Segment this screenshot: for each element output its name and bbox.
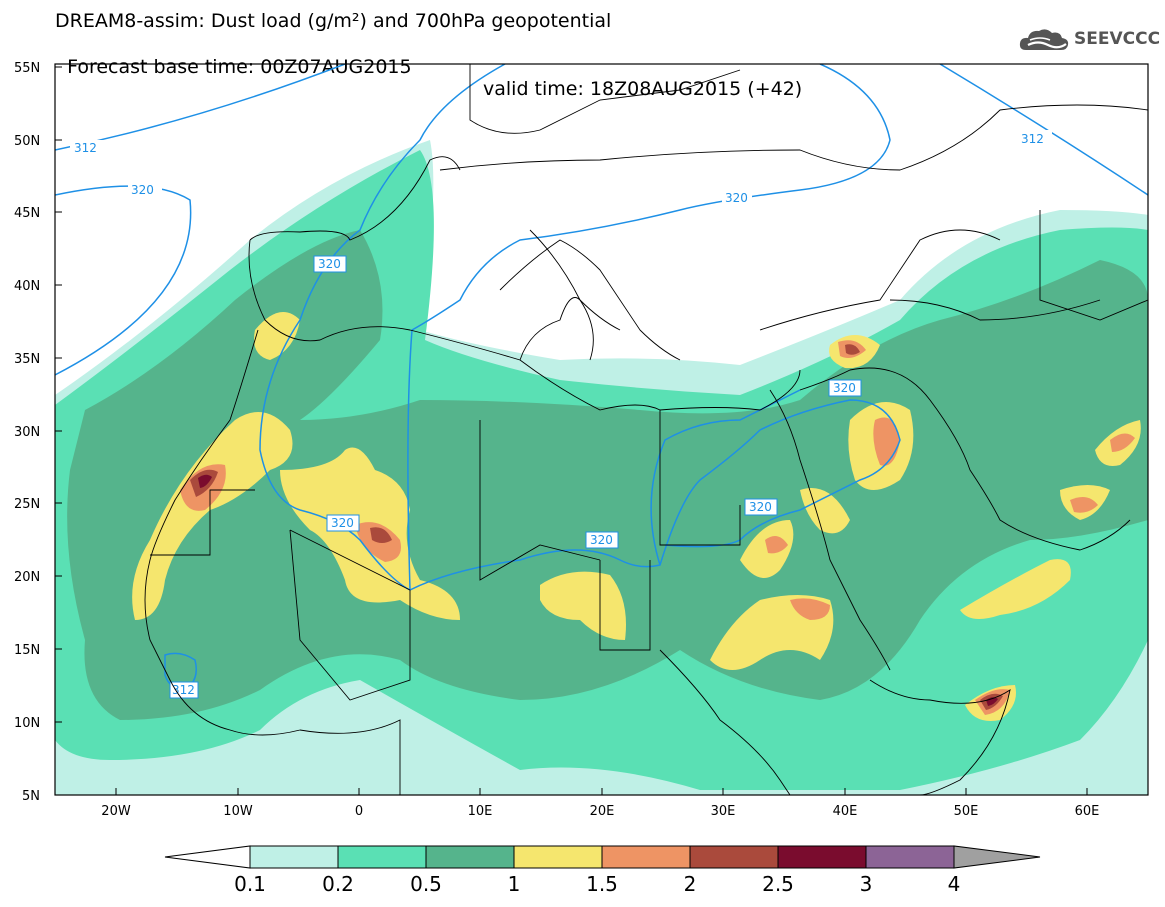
colorbar-label: 3 bbox=[859, 872, 873, 896]
colorbar-label: 0.5 bbox=[410, 872, 442, 896]
colorbar-swatch bbox=[249, 845, 339, 869]
seevccc-logo: SEEVCCC bbox=[1018, 26, 1160, 52]
lat-label: 50N bbox=[14, 134, 40, 149]
lat-label: 10N bbox=[14, 716, 40, 731]
valid-time: valid time: 18Z08AUG2015 (+42) bbox=[483, 78, 803, 100]
colorbar bbox=[164, 845, 1041, 869]
colorbar-label: 1 bbox=[507, 872, 521, 896]
lon-label: 10E bbox=[468, 804, 493, 819]
colorbar-label: 0.1 bbox=[234, 872, 266, 896]
longitude-labels: 20W 10W 0 10E 20E 30E 40E 50E 60E bbox=[101, 804, 1099, 819]
map-subtitle: Forecast base time: 00Z07AUG2015 valid t… bbox=[55, 34, 802, 100]
lat-label: 15N bbox=[14, 643, 40, 658]
lon-label: 0 bbox=[355, 804, 363, 819]
logo-text: SEEVCCC bbox=[1074, 29, 1161, 49]
contour-label: 320 bbox=[590, 533, 613, 547]
colorbar-arrow-right bbox=[953, 845, 1041, 869]
colorbar-arrow-left bbox=[164, 845, 251, 869]
contour-label: 320 bbox=[749, 500, 772, 514]
cloud-icon bbox=[1019, 29, 1069, 50]
colorbar-label: 2.5 bbox=[762, 872, 794, 896]
axis-ticks bbox=[55, 66, 1088, 795]
contour-label: 320 bbox=[833, 381, 856, 395]
colorbar-swatch bbox=[689, 845, 779, 869]
lat-label: 5N bbox=[22, 789, 40, 804]
colorbar-swatch bbox=[865, 845, 955, 869]
lon-label: 50E bbox=[954, 804, 979, 819]
contour-label-extra: 320 bbox=[828, 379, 862, 397]
colorbar-swatch bbox=[777, 845, 867, 869]
colorbar-label: 0.2 bbox=[322, 872, 354, 896]
colorbar-label: 2 bbox=[683, 872, 697, 896]
lat-label: 20N bbox=[14, 570, 40, 585]
map-title: DREAM8-assim: Dust load (g/m²) and 700hP… bbox=[55, 10, 612, 32]
lat-label: 30N bbox=[14, 425, 40, 440]
lon-label: 30E bbox=[711, 804, 736, 819]
lat-label: 40N bbox=[14, 279, 40, 294]
coastlines-and-borders bbox=[144, 64, 1148, 795]
lat-label: 35N bbox=[14, 352, 40, 367]
colorbar-label: 1.5 bbox=[586, 872, 618, 896]
contour-label: 320 bbox=[725, 191, 748, 205]
dust-load-field: 312 320 312 320 320 320 320 320 312 320 bbox=[55, 64, 1148, 795]
lon-label: 20W bbox=[101, 804, 131, 819]
contour-label: 320 bbox=[318, 257, 341, 271]
lon-label: 40E bbox=[833, 804, 858, 819]
colorbar-label: 4 bbox=[947, 872, 961, 896]
lon-label: 60E bbox=[1075, 804, 1100, 819]
dust-band-0-5 bbox=[67, 230, 1148, 720]
lon-label: 20E bbox=[590, 804, 615, 819]
lon-label: 10W bbox=[223, 804, 253, 819]
contour-label: 312 bbox=[74, 141, 97, 155]
contour-labels: 312 320 312 320 320 320 320 320 312 bbox=[70, 130, 1052, 699]
lat-label: 45N bbox=[14, 206, 40, 221]
colorbar-swatch bbox=[513, 845, 603, 869]
lat-label: 55N bbox=[14, 61, 40, 76]
colorbar-swatch bbox=[425, 845, 515, 869]
contour-label: 320 bbox=[331, 516, 354, 530]
colorbar-swatch bbox=[337, 845, 427, 869]
geopotential-contours bbox=[55, 64, 1148, 691]
latitude-labels: 55N 50N 45N 40N 35N 30N 25N 20N 15N 10N … bbox=[14, 61, 40, 804]
colorbar-swatch bbox=[601, 845, 691, 869]
contour-label: 320 bbox=[131, 183, 154, 197]
contour-label: 312 bbox=[1021, 132, 1044, 146]
lat-label: 25N bbox=[14, 497, 40, 512]
